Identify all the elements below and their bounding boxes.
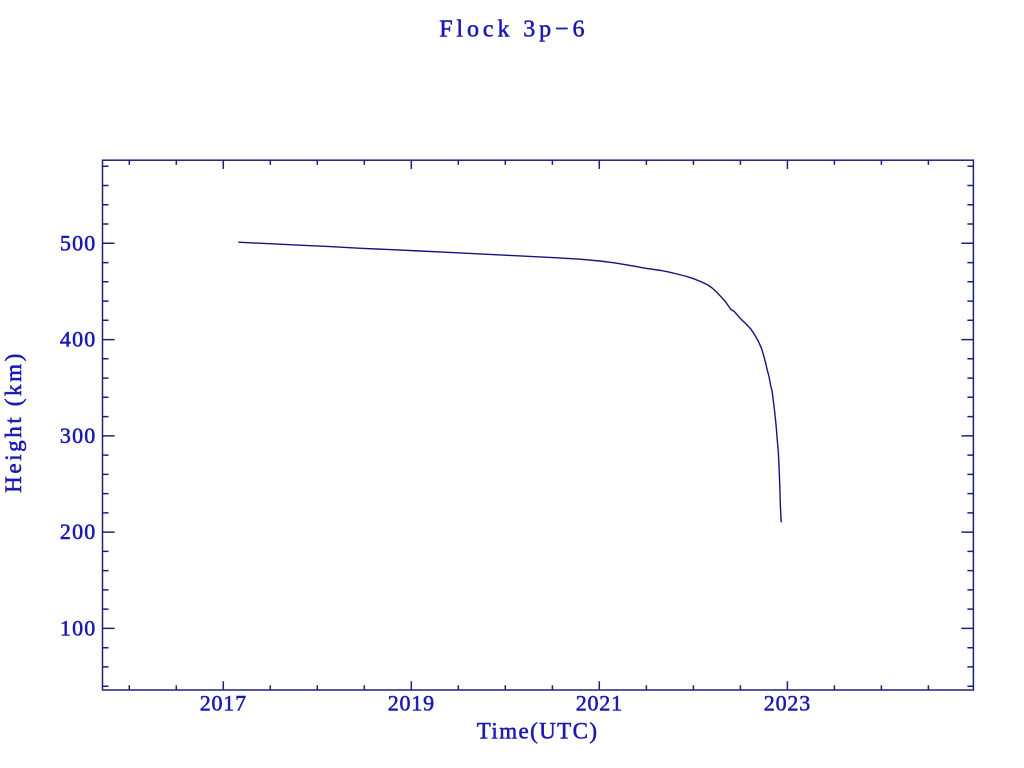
svg-text:2017: 2017 bbox=[200, 690, 247, 715]
svg-text:200: 200 bbox=[60, 519, 97, 544]
svg-text:2023: 2023 bbox=[764, 690, 811, 715]
svg-text:500: 500 bbox=[60, 230, 97, 255]
svg-text:2021: 2021 bbox=[576, 690, 623, 715]
svg-text:2019: 2019 bbox=[388, 690, 435, 715]
svg-text:100: 100 bbox=[60, 615, 97, 640]
svg-text:Time(UTC): Time(UTC) bbox=[477, 719, 599, 744]
svg-text:300: 300 bbox=[60, 423, 97, 448]
svg-text:Height (km): Height (km) bbox=[1, 351, 26, 493]
svg-text:400: 400 bbox=[60, 327, 97, 352]
svg-text:Flock 3p−6: Flock 3p−6 bbox=[439, 17, 588, 43]
